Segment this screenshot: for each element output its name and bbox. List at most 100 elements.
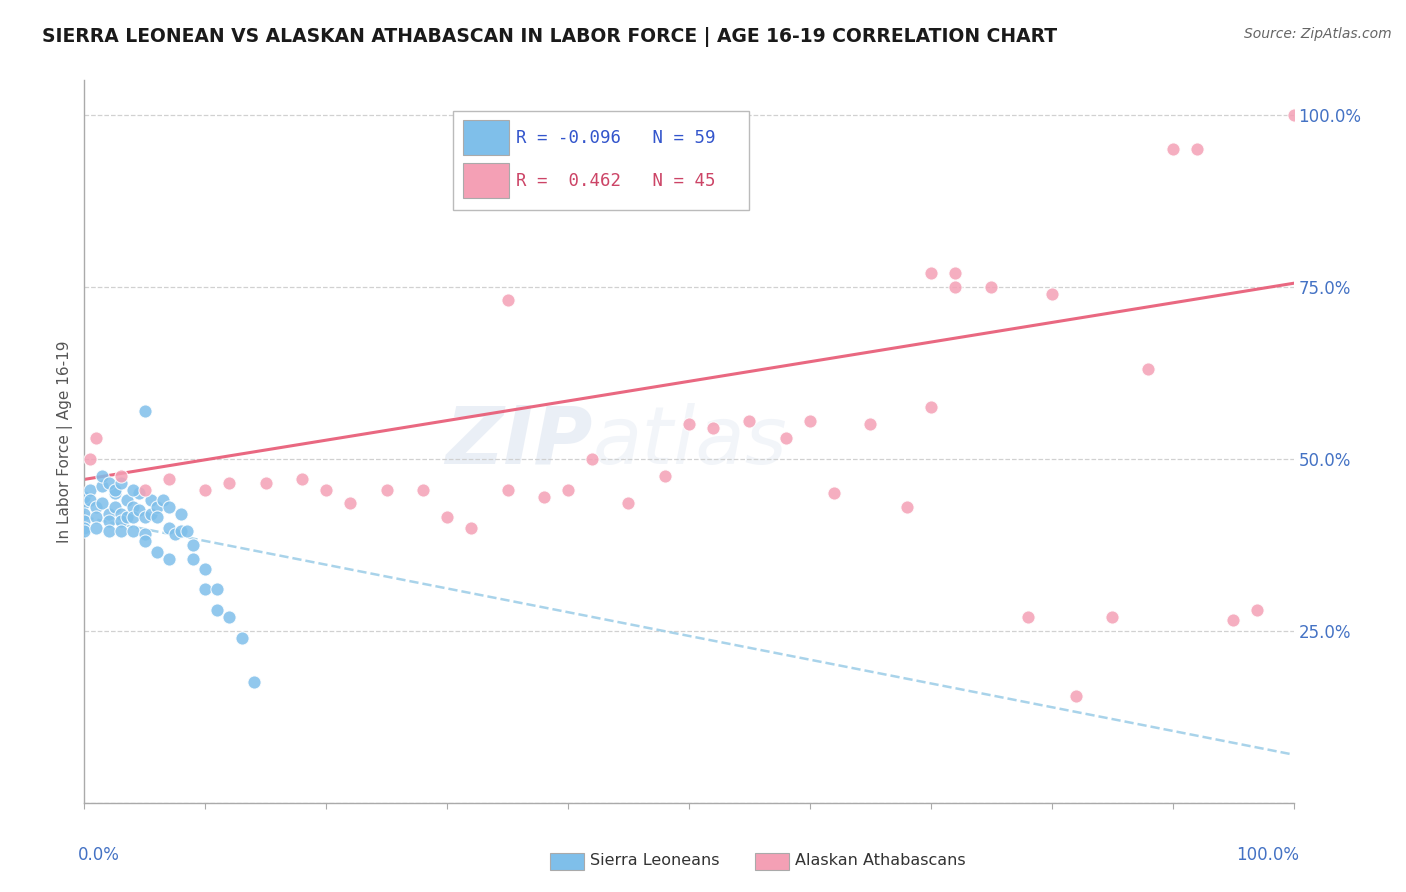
Point: [980, 279, 1002, 293]
Point: [104, 483, 127, 497]
Point: [110, 514, 132, 528]
Point: [97, 475, 120, 490]
Point: [128, 486, 150, 500]
Point: [339, 496, 361, 510]
Point: [496, 483, 519, 497]
Point: [181, 538, 204, 552]
Point: [73, 514, 96, 528]
Point: [436, 510, 458, 524]
Bar: [755, 853, 789, 870]
FancyBboxPatch shape: [463, 120, 509, 154]
Point: [121, 500, 143, 514]
Point: [920, 400, 942, 414]
Point: [165, 527, 187, 541]
Y-axis label: In Labor Force | Age 16-19: In Labor Force | Age 16-19: [58, 340, 73, 543]
Point: [170, 507, 193, 521]
Point: [157, 472, 180, 486]
FancyBboxPatch shape: [463, 163, 509, 198]
Text: atlas: atlas: [592, 402, 787, 481]
Text: Sierra Leoneans: Sierra Leoneans: [589, 853, 720, 868]
Point: [91, 496, 114, 510]
Text: 100.0%: 100.0%: [1236, 847, 1299, 864]
Point: [654, 469, 676, 483]
Point: [115, 493, 138, 508]
Point: [218, 475, 240, 490]
Point: [91, 479, 114, 493]
Point: [176, 524, 198, 538]
Point: [134, 483, 156, 497]
Bar: [550, 853, 583, 870]
Point: [533, 490, 555, 504]
Text: 0.0%: 0.0%: [79, 847, 120, 864]
Point: [194, 483, 217, 497]
Point: [104, 486, 127, 500]
Point: [97, 507, 120, 521]
Point: [1161, 142, 1184, 156]
Text: Source: ZipAtlas.com: Source: ZipAtlas.com: [1244, 27, 1392, 41]
Point: [1246, 603, 1268, 617]
Point: [146, 544, 169, 558]
Point: [823, 486, 845, 500]
Point: [291, 472, 314, 486]
Point: [146, 510, 169, 524]
Point: [104, 500, 127, 514]
Point: [91, 469, 114, 483]
Point: [412, 483, 434, 497]
Point: [1137, 362, 1160, 376]
Point: [181, 551, 204, 566]
Point: [115, 510, 138, 524]
Text: Alaskan Athabascans: Alaskan Athabascans: [796, 853, 966, 868]
Point: [738, 414, 761, 428]
Point: [702, 421, 724, 435]
Point: [73, 490, 96, 504]
Point: [254, 475, 277, 490]
Point: [73, 507, 96, 521]
Point: [121, 510, 143, 524]
Point: [86, 520, 108, 534]
Text: ZIP: ZIP: [444, 402, 592, 481]
Point: [678, 417, 700, 432]
Point: [194, 562, 217, 576]
Point: [79, 483, 101, 497]
Point: [581, 451, 603, 466]
Point: [207, 603, 229, 617]
Point: [97, 524, 120, 538]
Text: R = -0.096   N = 59: R = -0.096 N = 59: [516, 128, 716, 146]
Point: [152, 493, 174, 508]
Point: [73, 496, 96, 510]
Point: [86, 431, 108, 445]
Point: [242, 675, 264, 690]
Point: [1222, 614, 1244, 628]
Point: [110, 524, 132, 538]
Point: [73, 524, 96, 538]
Point: [896, 500, 918, 514]
Point: [170, 524, 193, 538]
Point: [157, 520, 180, 534]
Point: [157, 500, 180, 514]
Point: [207, 582, 229, 597]
Point: [218, 610, 240, 624]
Point: [1017, 610, 1039, 624]
Point: [121, 483, 143, 497]
Point: [775, 431, 797, 445]
FancyBboxPatch shape: [453, 111, 749, 211]
Point: [134, 527, 156, 541]
Point: [134, 534, 156, 549]
Point: [110, 507, 132, 521]
Point: [799, 414, 821, 428]
Point: [97, 514, 120, 528]
Point: [460, 520, 482, 534]
Point: [375, 483, 398, 497]
Point: [557, 483, 579, 497]
Point: [73, 520, 96, 534]
Point: [139, 493, 162, 508]
Point: [134, 510, 156, 524]
Point: [1185, 142, 1208, 156]
Point: [1064, 689, 1087, 703]
Point: [943, 279, 966, 293]
Text: R =  0.462   N = 45: R = 0.462 N = 45: [516, 172, 716, 190]
Point: [920, 266, 942, 280]
Text: SIERRA LEONEAN VS ALASKAN ATHABASCAN IN LABOR FORCE | AGE 16-19 CORRELATION CHAR: SIERRA LEONEAN VS ALASKAN ATHABASCAN IN …: [42, 27, 1057, 46]
Point: [859, 417, 882, 432]
Point: [194, 582, 217, 597]
